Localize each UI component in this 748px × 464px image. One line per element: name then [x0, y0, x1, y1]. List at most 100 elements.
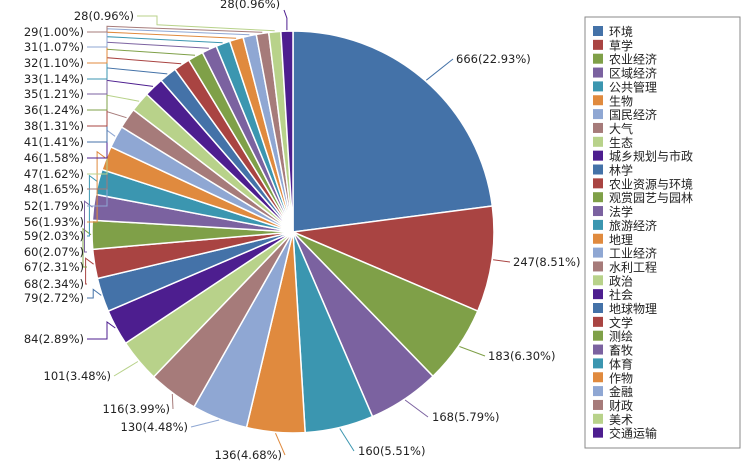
data-label-30: 28(0.96%): [220, 0, 280, 11]
legend-swatch-14: [593, 206, 603, 217]
legend-swatch-18: [593, 261, 603, 272]
legend-label-22: 文学: [609, 315, 633, 330]
legend-swatch-21: [593, 303, 603, 313]
pie-slices: [91, 30, 495, 434]
data-label-10: 84(2.89%): [24, 332, 84, 346]
legend-swatch-13: [593, 192, 603, 203]
data-label-1: 666(22.93%): [456, 52, 531, 66]
legend-label-15: 旅游经济: [609, 218, 657, 233]
legend-label-18: 水利工程: [609, 259, 657, 274]
legend-label-25: 体育: [609, 356, 633, 371]
legend-label-30: 交通运输: [609, 426, 657, 441]
data-label-4: 168(5.79%): [432, 410, 499, 424]
data-label-3: 183(6.30%): [488, 349, 555, 363]
legend-box: [584, 16, 741, 449]
legend-swatch-9: [593, 136, 603, 147]
data-label-16: 56(1.93%): [24, 215, 84, 229]
data-label-22: 38(1.31%): [24, 119, 84, 133]
legend: 环境草学农业经济区域经济公共管理生物国民经济大气生态城乡规划与市政林学农业资源与…: [584, 16, 741, 449]
data-label-21: 41(1.41%): [24, 135, 84, 149]
pie-slice-30: [280, 30, 294, 233]
legend-swatch-28: [593, 399, 603, 410]
data-label-25: 33(1.14%): [24, 72, 84, 86]
leader-line-3: [459, 346, 486, 357]
leader-line-4: [404, 399, 429, 418]
leader-line-9: [113, 361, 139, 377]
legend-swatch-2: [593, 39, 603, 50]
legend-swatch-17: [593, 247, 603, 258]
leader-line-30: [283, 9, 288, 31]
leader-line-27: [87, 28, 250, 48]
legend-label-4: 区域经济: [609, 66, 657, 81]
pie-data-labels: 666(22.93%) 247(8.51%) 183(6.30%) 168(5.79%…: [24, 0, 581, 462]
data-label-12: 68(2.34%): [24, 277, 84, 291]
pie-slice-2: [290, 205, 495, 313]
leader-line-1: [425, 58, 454, 81]
legend-swatch-15: [593, 219, 603, 230]
data-label-18: 48(1.65%): [24, 182, 84, 196]
leader-line-13: [82, 227, 92, 268]
data-label-24: 35(1.21%): [24, 87, 84, 101]
legend-swatch-12: [593, 178, 603, 189]
leader-line-5: [339, 428, 355, 452]
legend-label-28: 财政: [609, 399, 633, 413]
leader-line-11: [87, 288, 102, 299]
legend-swatch-5: [593, 81, 603, 92]
legend-label-1: 环境: [609, 24, 633, 39]
legend-label-26: 作物: [609, 371, 633, 385]
legend-swatch-22: [593, 316, 603, 327]
legend-swatch-20: [593, 289, 603, 300]
legend-swatch-19: [593, 275, 603, 286]
legend-swatch-7: [593, 109, 603, 120]
legend-label-16: 地理: [609, 233, 633, 247]
leader-line-6: [275, 433, 286, 456]
legend-swatch-23: [593, 330, 603, 341]
legend-label-8: 大气: [609, 121, 633, 136]
legend-label-24: 畜牧: [609, 343, 633, 358]
data-label-11: 79(2.72%): [24, 291, 84, 305]
legend-label-27: 金融: [609, 384, 633, 399]
legend-swatch-29: [593, 413, 603, 424]
legend-label-7: 国民经济: [609, 107, 657, 122]
legend-swatch-3: [593, 53, 603, 64]
legend-swatch-4: [593, 67, 603, 78]
leader-line-26: [87, 31, 237, 64]
data-label-19: 47(1.62%): [24, 167, 84, 181]
leader-line-28: [87, 25, 263, 33]
legend-label-29: 美术: [609, 413, 633, 427]
legend-swatch-8: [593, 122, 603, 133]
pie-slice-1: [292, 30, 494, 233]
legend-swatch-16: [593, 233, 603, 244]
legend-label-11: 林学: [609, 163, 633, 178]
data-label-20: 46(1.58%): [24, 151, 84, 165]
data-label-17: 52(1.79%): [24, 199, 84, 213]
legend-swatch-11: [593, 164, 603, 175]
legend-swatch-27: [593, 386, 603, 397]
legend-swatch-26: [593, 372, 603, 383]
legend-label-13: 观赏园艺与园林: [609, 191, 693, 205]
legend-label-9: 生态: [609, 136, 633, 150]
legend-label-23: 测绘: [609, 329, 633, 344]
legend-label-19: 政治: [609, 274, 633, 288]
leader-line-14: [84, 200, 93, 253]
leader-line-16: [87, 150, 106, 223]
leader-line-2: [493, 259, 511, 263]
legend-label-10: 城乡规划与市政: [609, 149, 693, 164]
leader-line-8: [171, 393, 174, 410]
legend-swatch-6: [593, 95, 603, 106]
legend-label-21: 地球物理: [609, 302, 657, 316]
legend-swatch-24: [593, 344, 603, 355]
data-label-27: 31(1.07%): [24, 40, 84, 54]
leader-line-7: [190, 419, 220, 428]
data-label-8: 116(3.99%): [103, 402, 170, 416]
legend-label-17: 工业经济: [609, 246, 657, 261]
data-label-26: 32(1.10%): [24, 56, 84, 70]
leader-line-10: [87, 321, 116, 340]
legend-label-20: 社会: [609, 287, 633, 302]
data-label-13: 67(2.31%): [24, 260, 84, 274]
legend-label-12: 农业资源与环境: [609, 176, 693, 191]
legend-label-5: 公共管理: [609, 79, 657, 94]
data-label-2: 247(8.51%): [513, 255, 580, 269]
legend-label-14: 法学: [609, 204, 633, 219]
